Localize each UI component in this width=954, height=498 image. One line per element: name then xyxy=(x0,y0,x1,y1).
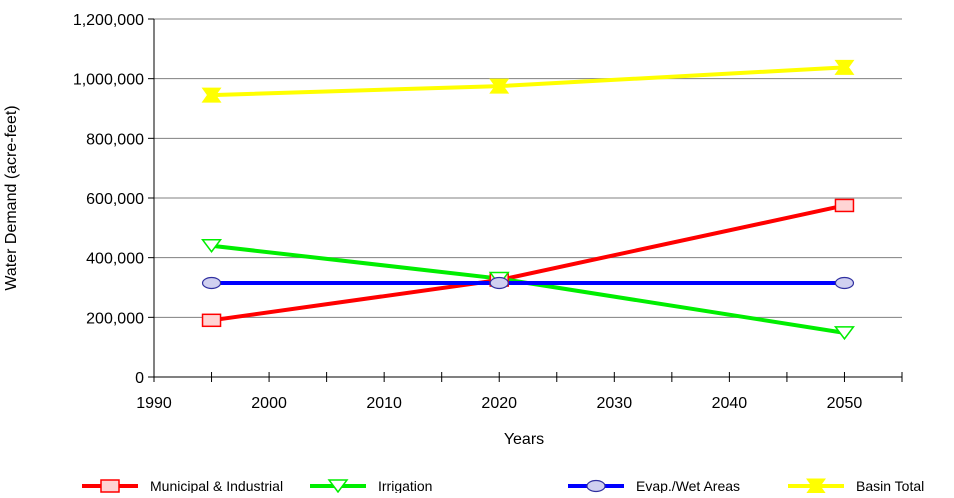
x-tick-label: 1990 xyxy=(136,395,172,412)
data-point-municipal-industrial xyxy=(201,313,222,328)
legend-label: Evap./Wet Areas xyxy=(636,478,740,493)
data-point-basin-total xyxy=(201,87,222,103)
x-tick-label: 2000 xyxy=(251,395,287,412)
y-tick-label: 1,200,000 xyxy=(73,12,144,29)
x-tick-label: 2010 xyxy=(366,395,402,412)
data-point-evap-wet-areas xyxy=(489,276,509,290)
legend-label: Irrigation xyxy=(378,478,432,493)
series-line-municipal-industrial xyxy=(211,203,845,323)
legend-swatch-marker xyxy=(586,479,606,493)
legend-item-evap-wet-areas: Evap./Wet Areas xyxy=(568,478,740,494)
legend-item-municipal-industrial: Municipal & Industrial xyxy=(82,478,283,494)
legend-item-basin-total: Basin Total xyxy=(788,478,924,494)
x-axis-title: Years xyxy=(504,431,544,448)
legend-swatch-marker xyxy=(327,479,349,494)
data-point-irrigation xyxy=(201,238,223,253)
series-line-basin-total xyxy=(211,65,845,98)
legend-label: Municipal & Industrial xyxy=(150,478,283,493)
data-point-irrigation xyxy=(833,326,855,341)
y-tick-label: 400,000 xyxy=(86,251,144,268)
y-tick-label: 200,000 xyxy=(86,310,144,327)
gridlines xyxy=(154,18,902,318)
y-axis-title: Water Demand (acre-feet) xyxy=(3,105,20,290)
x-tick-label: 2050 xyxy=(827,395,863,412)
legend-swatch-marker xyxy=(100,479,120,493)
data-point-municipal-industrial xyxy=(834,198,855,213)
axes: 0 200,000 400,000 600,000 800,000 1,000,000 1,… xyxy=(73,12,903,412)
x-tick-label: 2040 xyxy=(712,395,748,412)
series-line-irrigation xyxy=(211,243,845,335)
y-tick-label: 800,000 xyxy=(86,131,144,148)
data-point-evap-wet-areas xyxy=(201,276,222,290)
x-tick-label: 2020 xyxy=(481,395,517,412)
data-point-basin-total xyxy=(489,78,510,94)
legend-label: Basin Total xyxy=(856,478,924,493)
data-point-basin-total xyxy=(834,59,855,75)
y-tick-label: 600,000 xyxy=(86,191,144,208)
data-point-evap-wet-areas xyxy=(834,276,855,290)
legend: Municipal & Industrial Irrigation Evap./We… xyxy=(82,478,924,494)
series-lines xyxy=(211,65,845,335)
series-markers xyxy=(201,59,855,341)
y-tick-label: 0 xyxy=(135,370,144,387)
y-tick-label: 1,000,000 xyxy=(73,72,144,89)
legend-item-irrigation: Irrigation xyxy=(310,478,432,494)
x-tick-label: 2030 xyxy=(597,395,633,412)
